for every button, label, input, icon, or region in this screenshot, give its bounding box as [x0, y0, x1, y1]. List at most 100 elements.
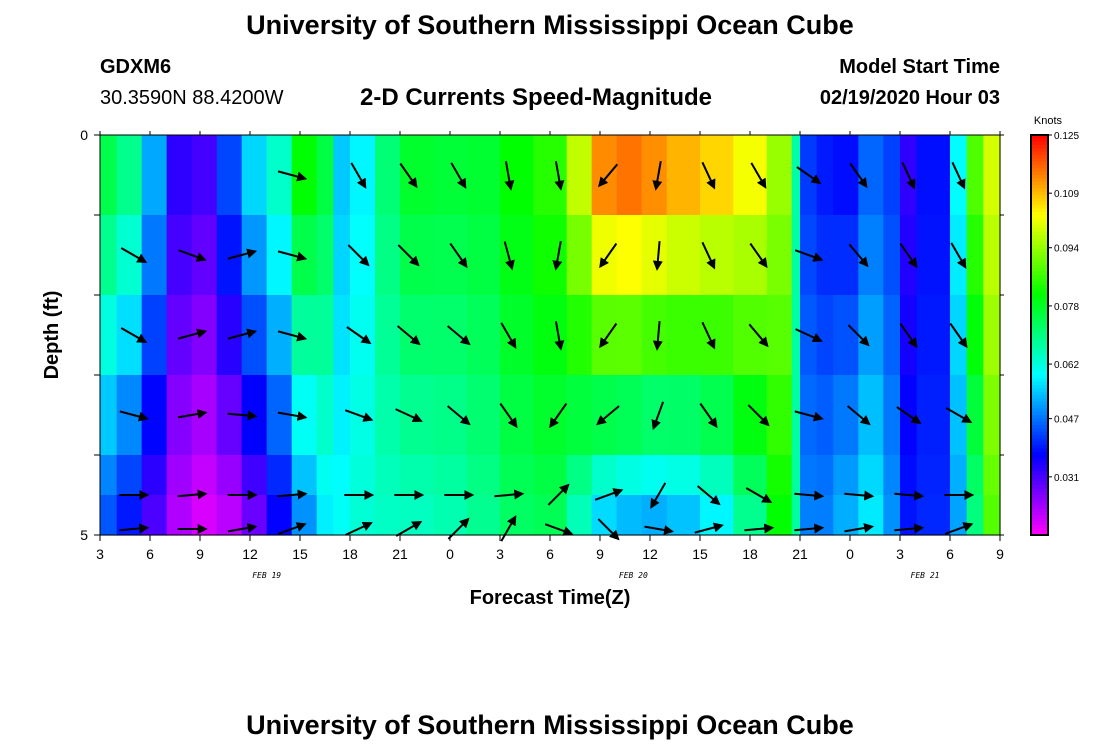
colorbar-swatch — [1031, 508, 1048, 513]
heatmap-cell — [791, 375, 801, 456]
current-vector-arrow — [945, 407, 973, 423]
colorbar-swatch — [1031, 185, 1048, 189]
current-vector-arrow — [395, 408, 423, 423]
colorbar-swatch — [1031, 171, 1048, 176]
heatmap-cell — [166, 135, 193, 216]
heatmap-cell — [500, 375, 534, 456]
colorbar-swatch — [1031, 391, 1048, 396]
current-vector-arrow — [227, 248, 258, 260]
current-vector-arrow — [744, 523, 775, 534]
heatmap-cell — [375, 295, 401, 376]
current-vector-arrow — [745, 487, 773, 503]
colorbar-tick-label: 0.031 — [1054, 473, 1079, 484]
colorbar-swatch — [1031, 221, 1048, 226]
current-vector-arrow — [177, 409, 208, 419]
heatmap-cell — [400, 375, 434, 456]
heatmap-cell — [100, 375, 118, 456]
colorbar-swatch — [1031, 305, 1048, 309]
colorbar-swatch — [1031, 491, 1048, 496]
current-vector-arrow — [344, 409, 374, 422]
current-vector-arrow — [345, 521, 373, 536]
colorbar-swatch — [1031, 435, 1048, 439]
heatmap-cell — [966, 495, 984, 536]
colorbar-swatch — [1031, 498, 1048, 503]
y-tick-label: 5 — [80, 527, 88, 543]
current-vector-arrow — [594, 488, 624, 501]
current-vector-arrow — [949, 322, 968, 349]
heatmap-cell — [833, 375, 859, 456]
colorbar-swatch — [1031, 155, 1048, 159]
x-tick-label: 15 — [292, 546, 308, 562]
heatmap-cell — [266, 295, 293, 376]
colorbar-swatch — [1031, 255, 1048, 259]
current-vector-arrow — [794, 490, 825, 501]
heatmap-cell — [333, 135, 351, 216]
date-label: FEB 19 — [252, 571, 281, 580]
current-vector-arrow — [544, 523, 574, 536]
heatmap-cell — [900, 455, 918, 496]
heatmap-cell — [641, 295, 668, 376]
colorbar-swatch — [1031, 298, 1048, 303]
heatmap-cell — [116, 215, 143, 296]
current-vector-arrow — [499, 402, 518, 429]
colorbar-swatch — [1031, 275, 1048, 279]
heatmap-cell — [950, 455, 968, 496]
current-vector-arrow — [944, 522, 974, 535]
colorbar-swatch — [1031, 335, 1048, 339]
heatmap-cell — [858, 295, 884, 376]
current-vector-arrow — [652, 161, 663, 191]
heatmap-cell — [833, 455, 859, 496]
heatmap-cell — [241, 295, 268, 376]
colorbar-swatch — [1031, 211, 1048, 216]
heatmap-cell — [916, 375, 951, 456]
colorbar-swatch — [1031, 375, 1048, 379]
colorbar-swatch — [1031, 438, 1048, 443]
heatmap-cell — [141, 215, 168, 296]
heatmap-cell — [916, 215, 951, 296]
heatmap-cell — [316, 375, 334, 456]
colorbar-swatch — [1031, 318, 1048, 323]
current-vector-arrow — [350, 162, 367, 189]
current-vector-arrow — [795, 328, 823, 343]
current-vector-arrow — [278, 522, 307, 535]
heatmap-cell — [858, 135, 884, 216]
heatmap-cell — [191, 215, 218, 296]
heatmap-cell — [350, 455, 376, 496]
x-axis-label: Forecast Time(Z) — [470, 587, 631, 609]
current-vector-arrow — [650, 482, 667, 509]
heatmap-cell — [966, 295, 984, 376]
colorbar-swatch — [1031, 411, 1048, 416]
heatmap-cell — [291, 495, 318, 536]
colorbar-swatch — [1031, 218, 1048, 223]
colorbar-swatch — [1031, 531, 1048, 536]
heatmap-cell — [400, 135, 434, 216]
colorbar-swatch — [1031, 388, 1048, 393]
colorbar-swatch — [1031, 188, 1048, 193]
date-label: FEB 20 — [619, 571, 648, 580]
current-vector-arrow — [399, 162, 418, 189]
heatmap-cell — [966, 135, 984, 216]
current-vector-arrow — [950, 242, 967, 269]
current-vector-arrow — [748, 323, 769, 348]
heatmap-cell — [350, 215, 376, 296]
heatmap-cell — [433, 295, 468, 376]
colorbar-tick-label: 0.078 — [1054, 302, 1079, 313]
colorbar-swatch — [1031, 361, 1048, 366]
heatmap-cell — [141, 375, 168, 456]
colorbar-swatch — [1031, 471, 1048, 476]
colorbar-tick-label: 0.062 — [1054, 360, 1079, 371]
heatmap-cell — [350, 295, 376, 376]
heatmap-cell — [116, 455, 143, 496]
heatmap-cell — [566, 135, 593, 216]
current-vector-arrow — [277, 330, 308, 342]
heatmap-cell — [883, 375, 901, 456]
heatmap-cell — [641, 215, 668, 296]
current-vector-arrow — [395, 521, 423, 537]
heatmap-cell — [433, 135, 468, 216]
colorbar-swatch — [1031, 295, 1048, 299]
heatmap-cell — [500, 295, 534, 376]
colorbar-label: Knots — [1034, 115, 1063, 127]
current-vector-arrow — [597, 518, 620, 541]
colorbar-swatch — [1031, 395, 1048, 399]
heatmap-cell — [166, 455, 193, 496]
